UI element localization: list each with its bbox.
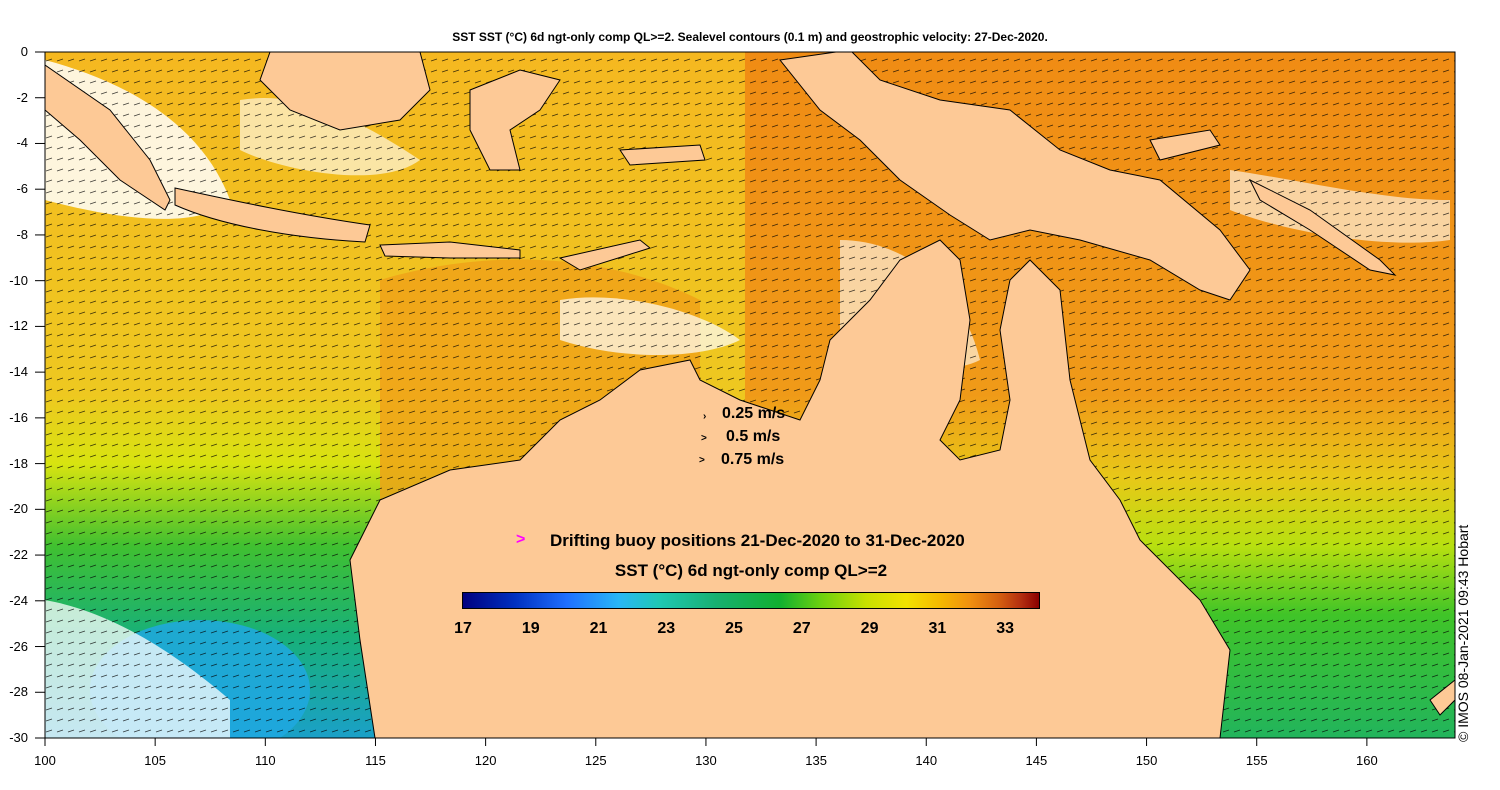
velocity-legend-label-1: 0.25 m/s xyxy=(722,405,786,422)
y-tick-label: -30 xyxy=(9,730,28,745)
credit-text: © IMOS 08-Jan-2021 09:43 Hobart xyxy=(1455,524,1471,742)
velocity-legend-arrow-3: > xyxy=(699,455,705,466)
y-tick-label: -16 xyxy=(9,409,28,425)
x-tick-label: 160 xyxy=(1356,753,1378,768)
x-tick-label: 140 xyxy=(915,753,938,768)
y-tick-label: -6 xyxy=(16,181,28,197)
colorbar-tick-label: 27 xyxy=(792,620,811,637)
sst-field xyxy=(45,52,1455,738)
colorbar-tick-label: 25 xyxy=(725,620,743,637)
x-tick-label: 155 xyxy=(1245,753,1268,768)
velocity-legend-arrow-2: > xyxy=(701,433,707,444)
velocity-legend-label-3: 0.75 m/s xyxy=(721,451,785,468)
x-tick-label: 110 xyxy=(254,753,276,768)
colorbar-tick-label: 21 xyxy=(589,620,608,637)
velocity-legend-label-2: 0.5 m/s xyxy=(726,428,781,445)
y-tick-label: -4 xyxy=(16,135,28,151)
y-tick-label: -28 xyxy=(9,684,28,700)
x-tick-label: 150 xyxy=(1135,753,1158,768)
y-tick-label: -18 xyxy=(9,455,28,471)
colorbar-tick-label: 17 xyxy=(454,620,472,637)
velocity-legend-arrow-1: › xyxy=(703,411,707,422)
y-tick-label: -22 xyxy=(9,547,28,563)
colorbar-tick-label: 29 xyxy=(860,620,879,637)
y-tick-marks xyxy=(35,51,45,739)
x-tick-label: 100 xyxy=(34,753,56,768)
map-title: SST SST (°C) 6d ngt-only comp QL>=2. Sea… xyxy=(452,30,1048,44)
land xyxy=(45,52,1455,738)
x-tick-label: 115 xyxy=(365,753,386,768)
x-tick-marks xyxy=(44,738,1368,746)
y-tick-label: -8 xyxy=(16,226,28,242)
colorbar-tick-label: 23 xyxy=(657,620,676,637)
y-tick-label: -10 xyxy=(9,272,28,288)
buoy-legend-label: Drifting buoy positions 21-Dec-2020 to 3… xyxy=(550,531,965,550)
y-tick-label: -20 xyxy=(9,501,28,517)
x-tick-label: 135 xyxy=(805,753,827,768)
x-tick-label: 120 xyxy=(474,753,497,768)
colorbar-tick-label: 33 xyxy=(996,620,1014,637)
x-tick-label: 105 xyxy=(144,753,166,768)
y-tick-label: -14 xyxy=(9,364,28,380)
buoy-marker-icon: > xyxy=(516,531,526,548)
colorbar-tick-label: 31 xyxy=(928,620,947,637)
y-tick-label: -2 xyxy=(16,89,28,105)
x-tick-label: 130 xyxy=(695,753,717,768)
axes-frame xyxy=(44,51,1456,739)
y-tick-label: -12 xyxy=(9,318,28,334)
x-tick-label: 145 xyxy=(1025,753,1048,768)
x-tick-label: 125 xyxy=(584,753,607,768)
colorbar-title: SST (°C) 6d ngt-only comp QL>=2 xyxy=(614,561,888,580)
y-tick-label: 0 xyxy=(20,44,28,59)
y-tick-label: -24 xyxy=(9,592,28,608)
sst-colorbar xyxy=(462,592,1040,609)
colorbar-tick-label: 19 xyxy=(521,620,540,637)
y-tick-label: -26 xyxy=(9,638,28,654)
